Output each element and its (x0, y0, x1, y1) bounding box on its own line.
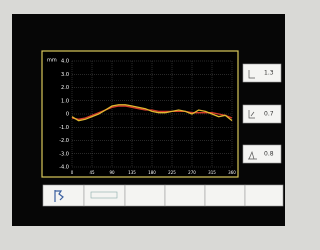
y-tick-label: 4.0 (61, 59, 69, 65)
side-button[interactable]: 0.8 (243, 145, 281, 163)
side-button[interactable]: 1.3 (243, 64, 281, 82)
x-tick-label: 90 (109, 170, 115, 175)
toolbar-button[interactable] (43, 185, 84, 206)
page: {"chart_data": {"type": "line", "y_unit"… (0, 0, 293, 246)
y-tick-label: 1.0 (61, 98, 69, 104)
reading: 0.8 (264, 151, 274, 158)
reading: 1.3 (264, 70, 274, 77)
y-tick-label: 0 (66, 112, 69, 118)
x-tick-label: 270 (188, 170, 196, 175)
x-tick-label: 360 (228, 170, 236, 175)
toolbar (43, 185, 283, 206)
screenshot: mm 1.3 0.7 0.8 4.0 3.0 2.0 1.0 0 -1.0 -2.0 -3.0… (0, 0, 293, 246)
y-tick-label: -3.0 (59, 151, 69, 157)
toolbar-button[interactable] (84, 185, 125, 206)
side-button[interactable]: 0.7 (243, 105, 281, 123)
y-tick-label: -1.0 (59, 125, 69, 131)
y-unit: mm (47, 58, 57, 64)
toolbar-button[interactable] (245, 185, 283, 206)
x-tick-label: 225 (168, 170, 176, 175)
y-tick-label: 2.0 (61, 85, 69, 91)
x-tick-label: 135 (128, 170, 136, 175)
x-tick-label: 0 (71, 170, 74, 175)
x-tick-label: 45 (89, 170, 95, 175)
y-tick-label: 3.0 (61, 72, 69, 78)
toolbar-button[interactable] (125, 185, 165, 206)
y-tick-label: -4.0 (59, 165, 69, 171)
reading: 0.7 (264, 111, 274, 118)
x-tick-label: 315 (208, 170, 216, 175)
toolbar-button[interactable] (165, 185, 205, 206)
toolbar-button[interactable] (205, 185, 245, 206)
y-tick-label: -2.0 (59, 138, 69, 144)
x-tick-label: 180 (148, 170, 156, 175)
